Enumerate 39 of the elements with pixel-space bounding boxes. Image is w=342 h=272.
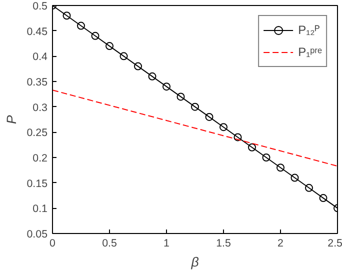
point: [162, 82, 170, 91]
x-tick-label: 2.5: [328, 238, 342, 250]
y-tick-label: 0.05: [26, 228, 48, 240]
y-tick-label: 0.15: [26, 178, 48, 190]
legend-label: P₁ᵖʳᵉ: [298, 45, 322, 59]
y-tick-label: 0.5: [32, 0, 48, 12]
point: [191, 102, 199, 111]
point: [290, 174, 299, 182]
point: [234, 133, 242, 142]
point: [91, 32, 100, 40]
point: [248, 143, 256, 152]
point: [148, 72, 156, 80]
y-tick-label: 0.35: [26, 76, 48, 88]
point: [305, 184, 313, 192]
y-tick-label: 0.4: [32, 51, 48, 64]
point: [134, 62, 142, 70]
point: [106, 42, 114, 50]
x-tick-label: 0.5: [102, 238, 117, 250]
point: [262, 154, 270, 162]
x-tick-label: 2: [278, 238, 284, 250]
x-tick-label: 1: [164, 238, 170, 250]
point: [77, 22, 85, 30]
legend-label: P₁₂ᴾ: [298, 23, 320, 37]
x-axis-title: β: [190, 254, 200, 270]
y-tick-label: 0.3: [32, 102, 48, 114]
point: [176, 92, 185, 101]
y-tick-label: 0.25: [26, 127, 48, 140]
y-axis-title: P: [4, 114, 19, 124]
x-tick-label: 0: [50, 238, 56, 250]
y-tick-label: 0.45: [26, 26, 48, 38]
point: [120, 52, 128, 60]
point: [276, 164, 284, 172]
point: [220, 123, 228, 132]
point: [62, 12, 71, 20]
y-tick-label: 0.2: [32, 152, 48, 164]
point: [205, 112, 214, 121]
x-tick-label: 1.5: [216, 238, 231, 250]
point: [319, 194, 328, 202]
y-tick-label: 0.1: [32, 203, 48, 216]
